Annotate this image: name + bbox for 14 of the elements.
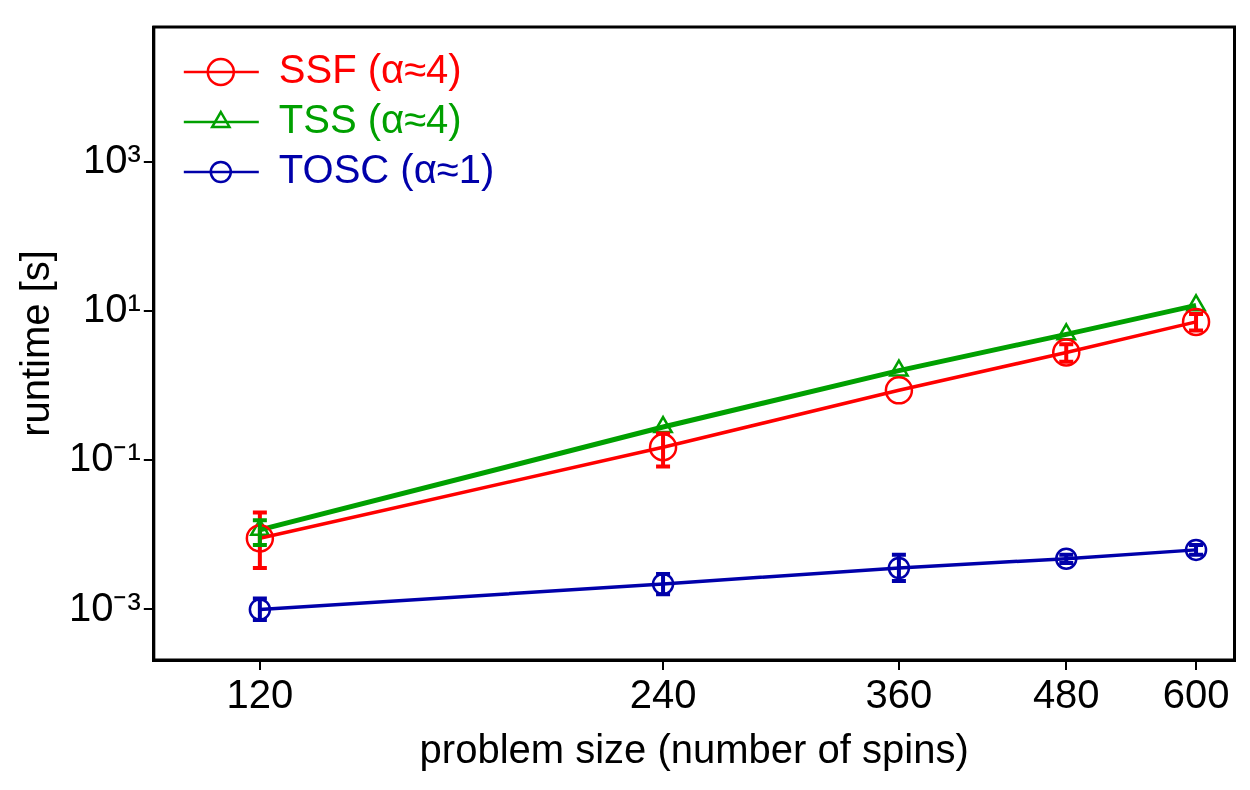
x-axis-title: problem size (number of spins) bbox=[419, 727, 969, 772]
x-tick-label: 240 bbox=[629, 672, 697, 717]
y-tick-label: 10⁻¹ bbox=[69, 435, 141, 480]
legend-label: SSF (α≈4) bbox=[278, 47, 462, 92]
y-tick-label: 10⁻³ bbox=[69, 584, 141, 629]
x-tick-label: 120 bbox=[226, 672, 294, 717]
y-tick-label: 10³ bbox=[83, 137, 141, 182]
x-tick-label: 480 bbox=[1032, 672, 1100, 717]
x-tick-label: 360 bbox=[865, 672, 933, 717]
legend-label: TOSC (α≈1) bbox=[278, 147, 495, 192]
y-tick-label: 10¹ bbox=[83, 286, 141, 331]
legend-label: TSS (α≈4) bbox=[278, 97, 462, 142]
x-tick-label: 600 bbox=[1162, 672, 1230, 717]
y-axis-title: runtime [s] bbox=[13, 250, 58, 437]
